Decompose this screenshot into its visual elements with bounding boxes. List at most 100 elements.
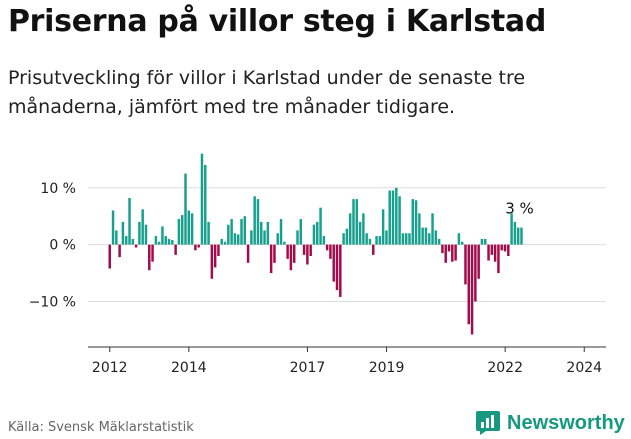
- bar-97: [428, 233, 431, 245]
- bar-51: [276, 233, 279, 245]
- bar-44: [253, 196, 256, 245]
- last-value-label: 3 %: [505, 200, 534, 218]
- bar-125: [520, 227, 523, 245]
- bar-chart: 10 % 0 % −10 % 2012 2014 2017 2019 2022 2024 3 %: [29, 153, 606, 376]
- bar-96: [424, 227, 428, 245]
- bar-48: [266, 221, 270, 245]
- bar-86: [391, 190, 395, 245]
- bar-69: [335, 244, 339, 291]
- bar-119: [500, 244, 503, 251]
- bar-108: [464, 244, 467, 285]
- bar-58: [299, 219, 303, 245]
- bar-118: [497, 244, 500, 274]
- bar-59: [302, 244, 306, 255]
- bar-54: [286, 244, 289, 259]
- bar-121: [507, 244, 510, 257]
- newsworthy-logo-icon: [476, 411, 500, 435]
- bar-32: [213, 244, 217, 268]
- bar-101: [441, 244, 444, 254]
- bar-120: [503, 244, 507, 252]
- bar-61: [309, 244, 312, 257]
- bar-100: [437, 238, 441, 245]
- bar-66: [325, 244, 329, 251]
- bar-79: [368, 238, 372, 245]
- bar-53: [283, 241, 286, 245]
- bar-2: [115, 230, 118, 245]
- bar-63: [316, 221, 319, 245]
- x-tick-label-2: 2017: [290, 360, 326, 376]
- bar-106: [457, 233, 461, 245]
- bar-11: [144, 224, 148, 245]
- bar-87: [395, 187, 398, 245]
- bar-35: [223, 241, 227, 245]
- bar-20: [174, 244, 177, 255]
- bar-13: [151, 244, 154, 262]
- bar-30: [207, 221, 210, 245]
- bar-1: [111, 210, 115, 245]
- bar-122: [510, 213, 513, 245]
- bar-56: [292, 244, 296, 263]
- bar-3: [118, 244, 121, 258]
- bar-28: [200, 153, 204, 245]
- bar-16: [161, 226, 164, 245]
- bar-110: [470, 244, 474, 335]
- bar-4: [121, 221, 125, 245]
- bar-6: [128, 197, 131, 245]
- bar-12: [148, 244, 151, 271]
- bar-34: [220, 238, 223, 245]
- bar-40: [240, 219, 243, 245]
- bar-103: [447, 244, 451, 252]
- x-axis: [88, 346, 606, 352]
- brand-name: Newsworthy: [507, 411, 625, 434]
- bar-76: [358, 221, 362, 245]
- bar-90: [404, 233, 408, 245]
- x-tick-label-1: 2014: [171, 360, 207, 376]
- page-title: Priserna på villor steg i Karlstad: [8, 4, 547, 39]
- bar-85: [388, 190, 391, 245]
- bar-36: [227, 224, 230, 245]
- bar-8: [134, 244, 138, 248]
- tick-labels: 10 % 0 % −10 % 2012 2014 2017 2019 2022 2024: [29, 181, 602, 376]
- bar-14: [154, 236, 158, 245]
- bar-17: [164, 236, 167, 245]
- bar-78: [365, 233, 368, 245]
- bar-102: [444, 244, 447, 263]
- bar-112: [477, 244, 480, 279]
- bar-10: [141, 209, 144, 245]
- bar-74: [352, 199, 355, 245]
- brand-logo[interactable]: Newsworthy: [475, 407, 625, 439]
- bar-57: [296, 230, 299, 245]
- bar-81: [375, 236, 378, 245]
- bar-111: [474, 244, 477, 302]
- bar-21: [177, 219, 181, 245]
- bar-60: [306, 244, 309, 265]
- bar-22: [180, 215, 184, 245]
- bar-55: [289, 244, 293, 271]
- bar-series: [108, 153, 523, 335]
- bar-75: [355, 199, 359, 245]
- bar-5: [124, 236, 128, 245]
- bar-89: [401, 233, 405, 245]
- y-tick-label-2: −10 %: [29, 295, 76, 311]
- bar-31: [210, 244, 214, 279]
- bar-107: [460, 241, 464, 245]
- bar-0: [108, 244, 111, 269]
- bar-19: [171, 240, 174, 245]
- bar-67: [329, 244, 332, 259]
- bar-29: [204, 165, 207, 245]
- bar-82: [378, 236, 382, 245]
- bar-77: [362, 213, 365, 245]
- bar-124: [516, 227, 520, 245]
- bar-113: [480, 238, 484, 245]
- bar-23: [184, 173, 187, 245]
- bar-116: [490, 244, 494, 255]
- bar-25: [190, 213, 194, 245]
- bar-84: [385, 230, 388, 245]
- bar-105: [454, 244, 457, 261]
- bar-115: [487, 244, 490, 261]
- page-subtitle: Prisutveckling för villor i Karlstad und…: [8, 67, 526, 118]
- bar-39: [236, 234, 240, 245]
- bar-92: [411, 199, 415, 245]
- bar-46: [260, 221, 263, 245]
- bar-98: [431, 213, 434, 245]
